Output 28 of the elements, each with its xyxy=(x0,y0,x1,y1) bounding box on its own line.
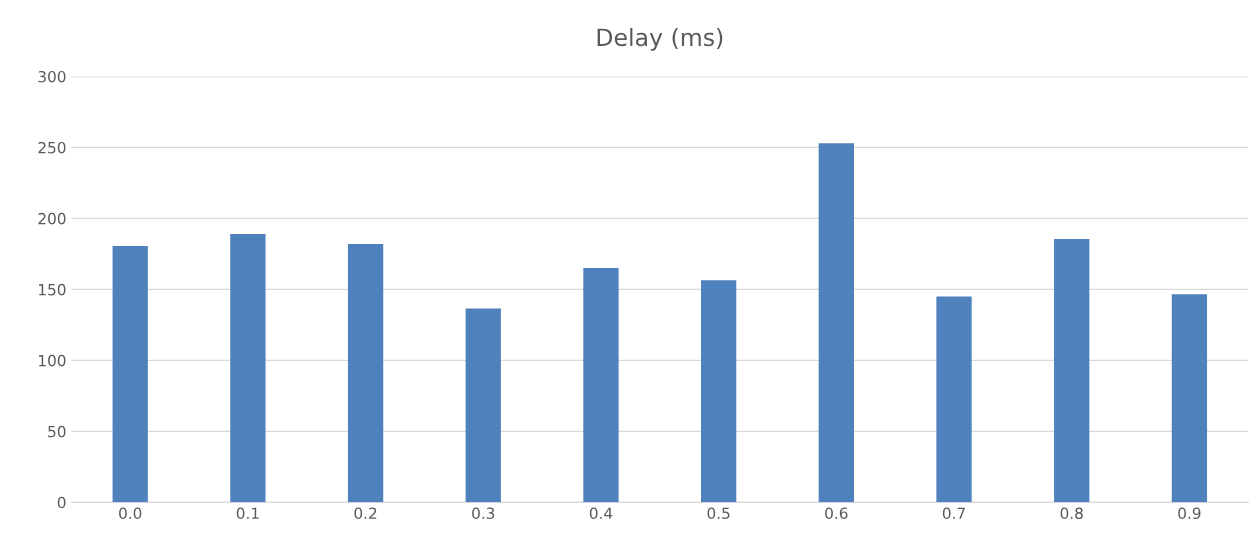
bar xyxy=(1054,238,1090,503)
bar xyxy=(818,143,854,503)
y-tick-label: 150 xyxy=(39,283,66,296)
x-tick-label: 0.7 xyxy=(942,507,965,520)
bar xyxy=(583,268,619,503)
x-tick-label: 0.6 xyxy=(825,507,848,520)
y-tick-label: 200 xyxy=(38,212,66,225)
x-tick-label: 0.1 xyxy=(236,507,259,520)
y-tick-label: 50 xyxy=(48,425,66,438)
bar xyxy=(112,246,148,503)
x-tick-label: 0.0 xyxy=(119,507,142,520)
x-tick-label: 0.3 xyxy=(472,507,495,520)
x-tick-label: 0.2 xyxy=(354,507,377,520)
x-tick-label: 0.5 xyxy=(707,507,730,520)
x-tick-label: 0.8 xyxy=(1060,507,1083,520)
bar xyxy=(700,280,737,503)
bar xyxy=(465,308,501,503)
bar xyxy=(347,243,384,503)
bar xyxy=(230,234,266,503)
chart-title: Delay (ms) xyxy=(597,27,723,51)
y-tick-label: 250 xyxy=(38,141,66,154)
x-tick-label: 0.9 xyxy=(1178,507,1201,520)
bar xyxy=(936,296,972,503)
y-tick-label: 300 xyxy=(38,70,66,83)
x-tick-label: 0.4 xyxy=(589,507,613,520)
y-tick-label: 100 xyxy=(39,354,66,367)
y-tick-label: 0 xyxy=(57,496,66,509)
bar xyxy=(1171,294,1208,503)
